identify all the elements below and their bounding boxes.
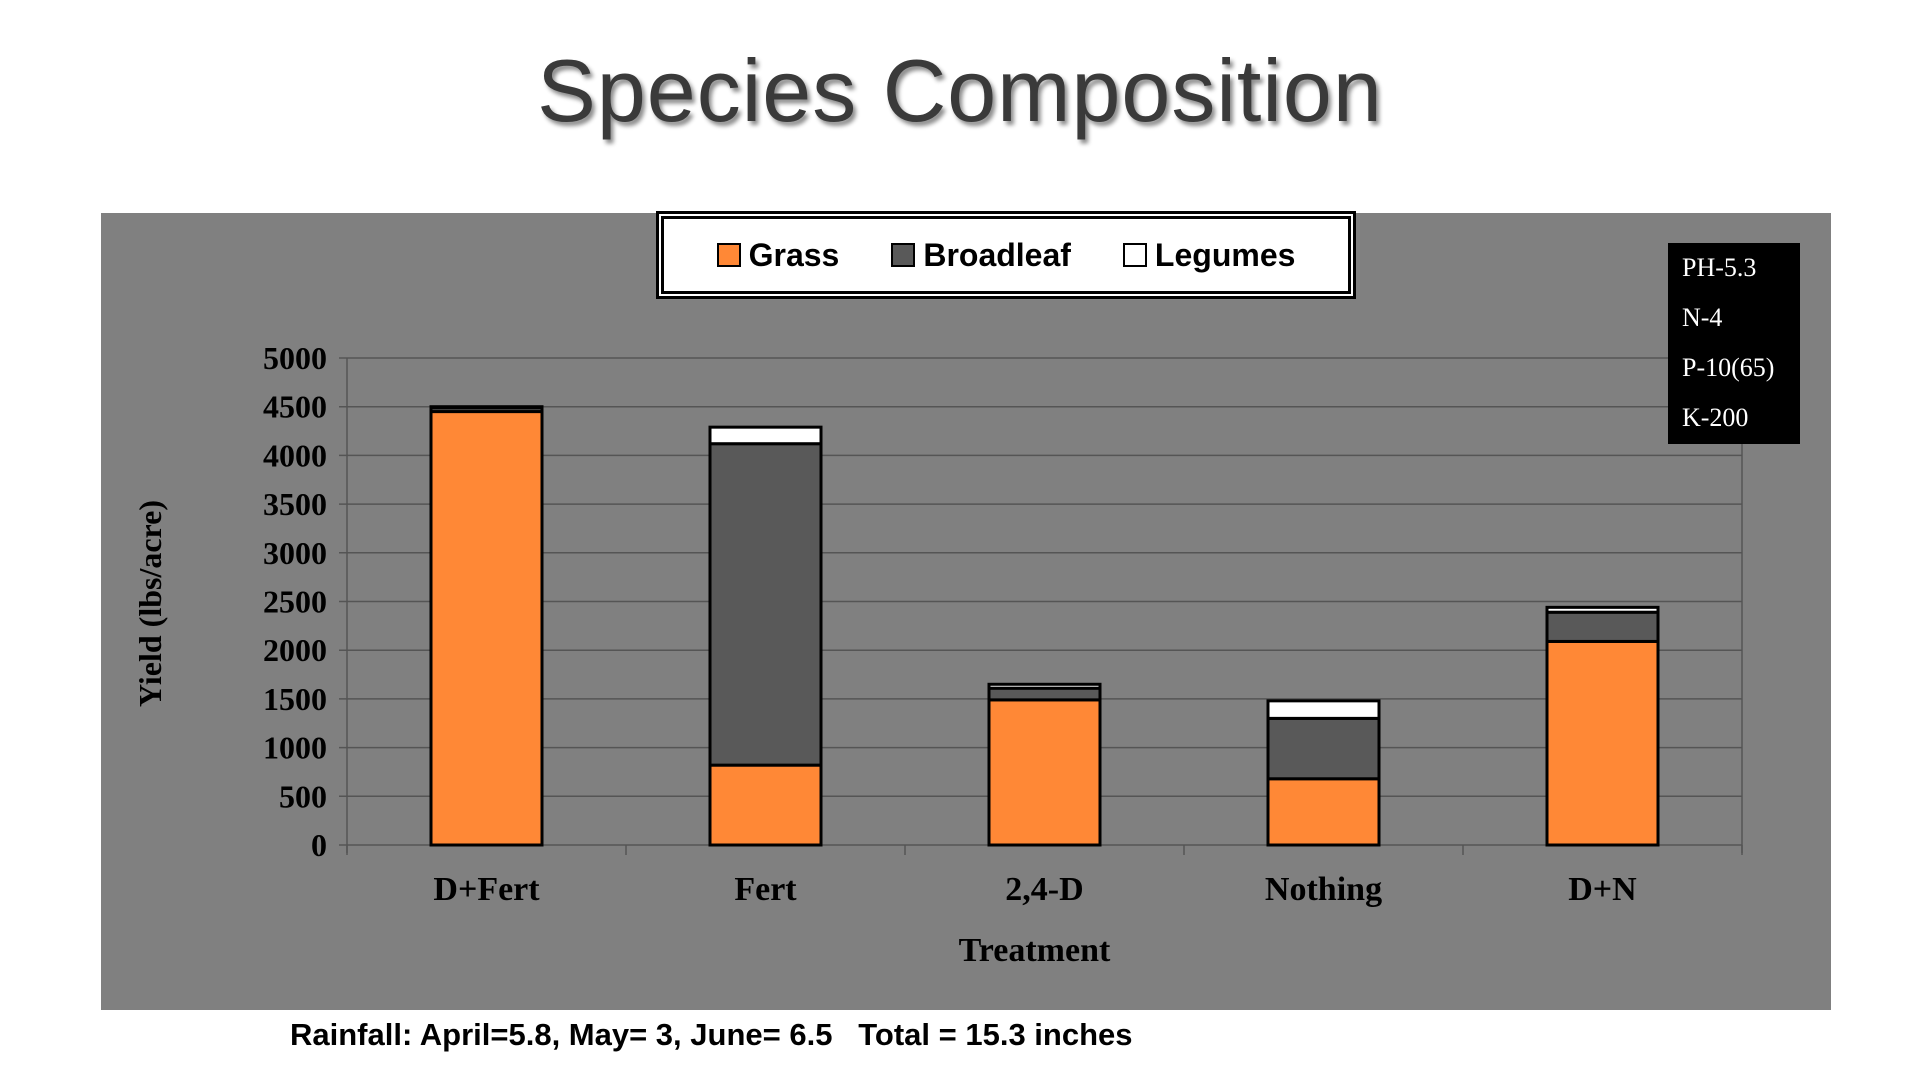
y-tick-label: 2000 [263,632,327,668]
chart-panel: 0 500 1000 1500 2000 2500 3000 3500 4000 4500 5000… [101,213,1831,1010]
soil-p: P-10(65) [1682,353,1775,382]
bar-segment-grass [987,698,1102,847]
legend-swatch-grass [716,243,741,267]
y-axis-title: Yield (lbs/acre) [132,500,168,707]
bar-segment-grass [1266,777,1381,847]
x-tick-label: D+N [1568,871,1637,908]
bar-segment-grass [429,410,544,847]
stacked-bar-chart: 0 500 1000 1500 2000 2500 3000 3500 4000 4500 5000… [132,340,1743,969]
x-tick-label: Fert [734,871,797,908]
y-tick-label: 1000 [263,730,327,766]
y-tick-label: 3000 [263,535,327,571]
legend-item-broadleaf: Broadleaf [891,237,1071,274]
legend-label: Grass [748,236,840,273]
y-tick-label: 4000 [263,437,327,473]
y-tick-label: 500 [279,778,327,814]
y-tick-label: 2500 [263,584,327,620]
x-tick-label: Nothing [1265,871,1382,908]
slide-title: Species Composition [537,41,1383,140]
x-tick-label: 2,4-D [1005,871,1083,908]
bar-segment-grass [708,763,823,847]
y-tick-label: 1500 [263,681,327,717]
x-tick-label: D+Fert [433,871,540,908]
bar-segment-broadleaf [1266,716,1381,781]
bar-segment-legumes [987,682,1102,690]
bar-segment-grass [1545,639,1660,847]
bar-segment-broadleaf [987,686,1102,702]
y-tick-label: 3500 [263,486,327,522]
legend-item-legumes: Legumes [1122,236,1296,274]
bar-segment-broadleaf [1545,610,1660,643]
y-tick-label: 4500 [263,389,327,425]
bar-segment-legumes [708,425,823,446]
rainfall-note: Rainfall: April=5.8, May= 3, June= 6.5 T… [290,1017,1133,1052]
soil-n: N-4 [1682,303,1723,332]
bar-segment-legumes [1266,699,1381,720]
legend-label: Legumes [1154,236,1296,273]
bar-segment-broadleaf [708,442,823,767]
y-tick-label: 0 [311,827,327,863]
soil-k: K-200 [1682,403,1749,432]
bar-segment-legumes [1545,605,1660,614]
bar-segment-legumes [429,405,544,410]
legend-swatch-legumes [1122,243,1147,267]
soil-ph: PH-5.3 [1682,253,1757,282]
chart-legend: Grass Broadleaf Legumes [659,214,1353,296]
legend-label: Broadleaf [923,236,1071,273]
x-axis-title: Treatment [959,932,1111,969]
soil-test-box: PH-5.3 N-4 P-10(65) K-200 [1668,243,1800,444]
y-tick-label: 5000 [263,340,327,376]
legend-item-grass: Grass [716,236,840,274]
legend-swatch-broadleaf [891,243,916,267]
